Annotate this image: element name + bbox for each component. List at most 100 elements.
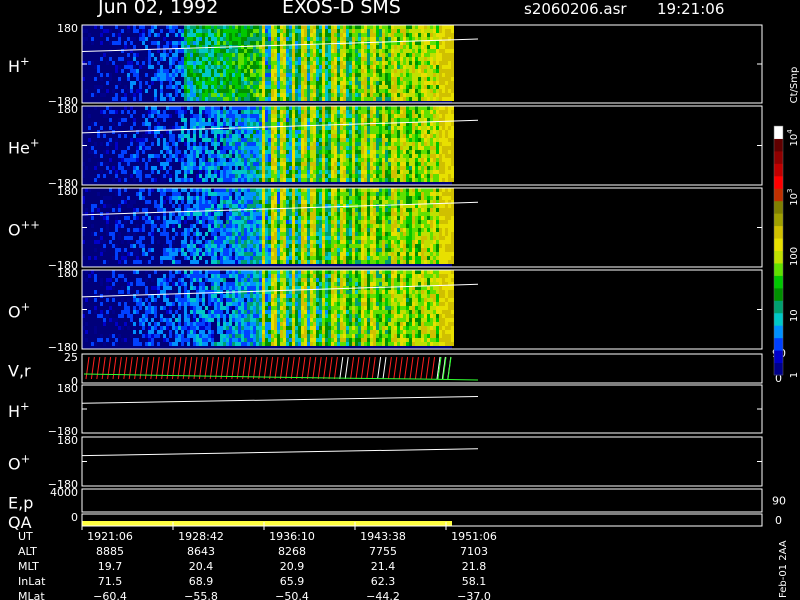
spectrogram-cell (397, 126, 400, 130)
spectrogram-cell (220, 138, 223, 142)
spectrogram-cell (262, 97, 265, 101)
spectrogram-cell (271, 106, 274, 110)
spectrogram-cell (313, 33, 316, 37)
spectrogram-cell (376, 114, 379, 118)
spectrogram-cell (412, 106, 415, 110)
spectrogram-cell (376, 85, 379, 89)
spectrogram-cell (247, 212, 250, 216)
spectrogram-cell (367, 166, 370, 170)
spectrogram-cell (160, 224, 163, 228)
spectrogram-cell (388, 114, 391, 118)
spectrogram-cell (286, 216, 289, 220)
spectrogram-cell (256, 188, 259, 192)
spectrogram-cell (202, 118, 205, 122)
spectrogram-cell (307, 122, 310, 126)
spectrogram-cell (301, 188, 304, 192)
spectrogram-cell (370, 110, 373, 114)
spectrogram-cell (124, 45, 127, 49)
spectrogram-cell (130, 244, 133, 248)
spectrogram-cell (298, 142, 301, 146)
spectrogram-cell (421, 57, 424, 61)
spectrogram-cell (307, 248, 310, 252)
spectrogram-cell (223, 192, 226, 196)
spectrogram-cell (382, 178, 385, 182)
spectrogram-cell (367, 45, 370, 49)
spectrogram-cell (151, 256, 154, 260)
spectrogram-cell (247, 89, 250, 93)
spectrogram-cell (220, 77, 223, 81)
spectrogram-cell (391, 69, 394, 73)
spectrogram-cell (388, 37, 391, 41)
spectrogram-cell (319, 33, 322, 37)
spectrogram-cell (400, 53, 403, 57)
spectrogram-cell (382, 106, 385, 110)
spectrogram-cell (319, 178, 322, 182)
spectrogram-cell (223, 65, 226, 69)
spectrogram-cell (256, 158, 259, 162)
spectrogram-cell (379, 130, 382, 134)
spectrogram-cell (334, 122, 337, 126)
spectrogram-cell (220, 252, 223, 256)
spectrogram-cell (385, 65, 388, 69)
spectrogram-cell (358, 57, 361, 61)
spectrogram-cell (436, 57, 439, 61)
spectrogram-cell (196, 77, 199, 81)
spectrogram-cell (328, 162, 331, 166)
spectrogram-cell (337, 85, 340, 89)
spectrogram-cell (397, 97, 400, 101)
spectrogram-cell (343, 118, 346, 122)
spectrogram-cell (208, 25, 211, 29)
spectrogram-cell (106, 61, 109, 65)
spectrogram-cell (313, 130, 316, 134)
spectrogram-cell (115, 142, 118, 146)
spectrogram-cell (226, 224, 229, 228)
spectrogram-cell (202, 134, 205, 138)
spectrogram-cell (205, 73, 208, 77)
spectrogram-cell (277, 146, 280, 150)
spectrogram-cell (202, 192, 205, 196)
spectrogram-cell (100, 200, 103, 204)
spectrogram-cell (310, 77, 313, 81)
spectrogram-cell (211, 138, 214, 142)
spectrogram-cell (316, 81, 319, 85)
spectrogram-cell (256, 240, 259, 244)
spectrogram-cell (247, 166, 250, 170)
spectrogram-cell (175, 33, 178, 37)
spectrogram-cell (244, 200, 247, 204)
spectrogram-cell (436, 126, 439, 130)
spectrogram-cell (160, 150, 163, 154)
spectrogram-cell (289, 248, 292, 252)
spectrogram-cell (223, 232, 226, 236)
spectrogram-cell (289, 220, 292, 224)
spectrogram-cell (193, 97, 196, 101)
spectrogram-cell (337, 69, 340, 73)
spectrogram-cell (385, 138, 388, 142)
spectrogram-cell (349, 174, 352, 178)
spectrogram-cell (400, 126, 403, 130)
spectrogram-cell (418, 118, 421, 122)
spectrogram-cell (247, 114, 250, 118)
spectrogram-cell (433, 57, 436, 61)
spectrogram-cell (274, 166, 277, 170)
spectrogram-cell (241, 65, 244, 69)
spectrogram-cell (283, 256, 286, 260)
spectrogram-cell (250, 158, 253, 162)
spectrogram-cell (271, 29, 274, 33)
spectrogram-cell (151, 240, 154, 244)
spectrogram-cell (343, 162, 346, 166)
spectrogram-cell (286, 170, 289, 174)
spectrogram-cell (427, 158, 430, 162)
spectrogram-cell (277, 228, 280, 232)
spectrogram-cell (127, 158, 130, 162)
spectrogram-cell (214, 154, 217, 158)
spectrogram-cell (340, 170, 343, 174)
spectrogram-cell (160, 232, 163, 236)
spectrogram-cell (316, 53, 319, 57)
spectrogram-cell (184, 232, 187, 236)
spectrogram-cell (424, 158, 427, 162)
spectrogram-cell (325, 134, 328, 138)
spectrogram-cell (313, 150, 316, 154)
spectrogram-cell (292, 110, 295, 114)
spectrogram-cell (334, 150, 337, 154)
spectrogram-cell (418, 33, 421, 37)
